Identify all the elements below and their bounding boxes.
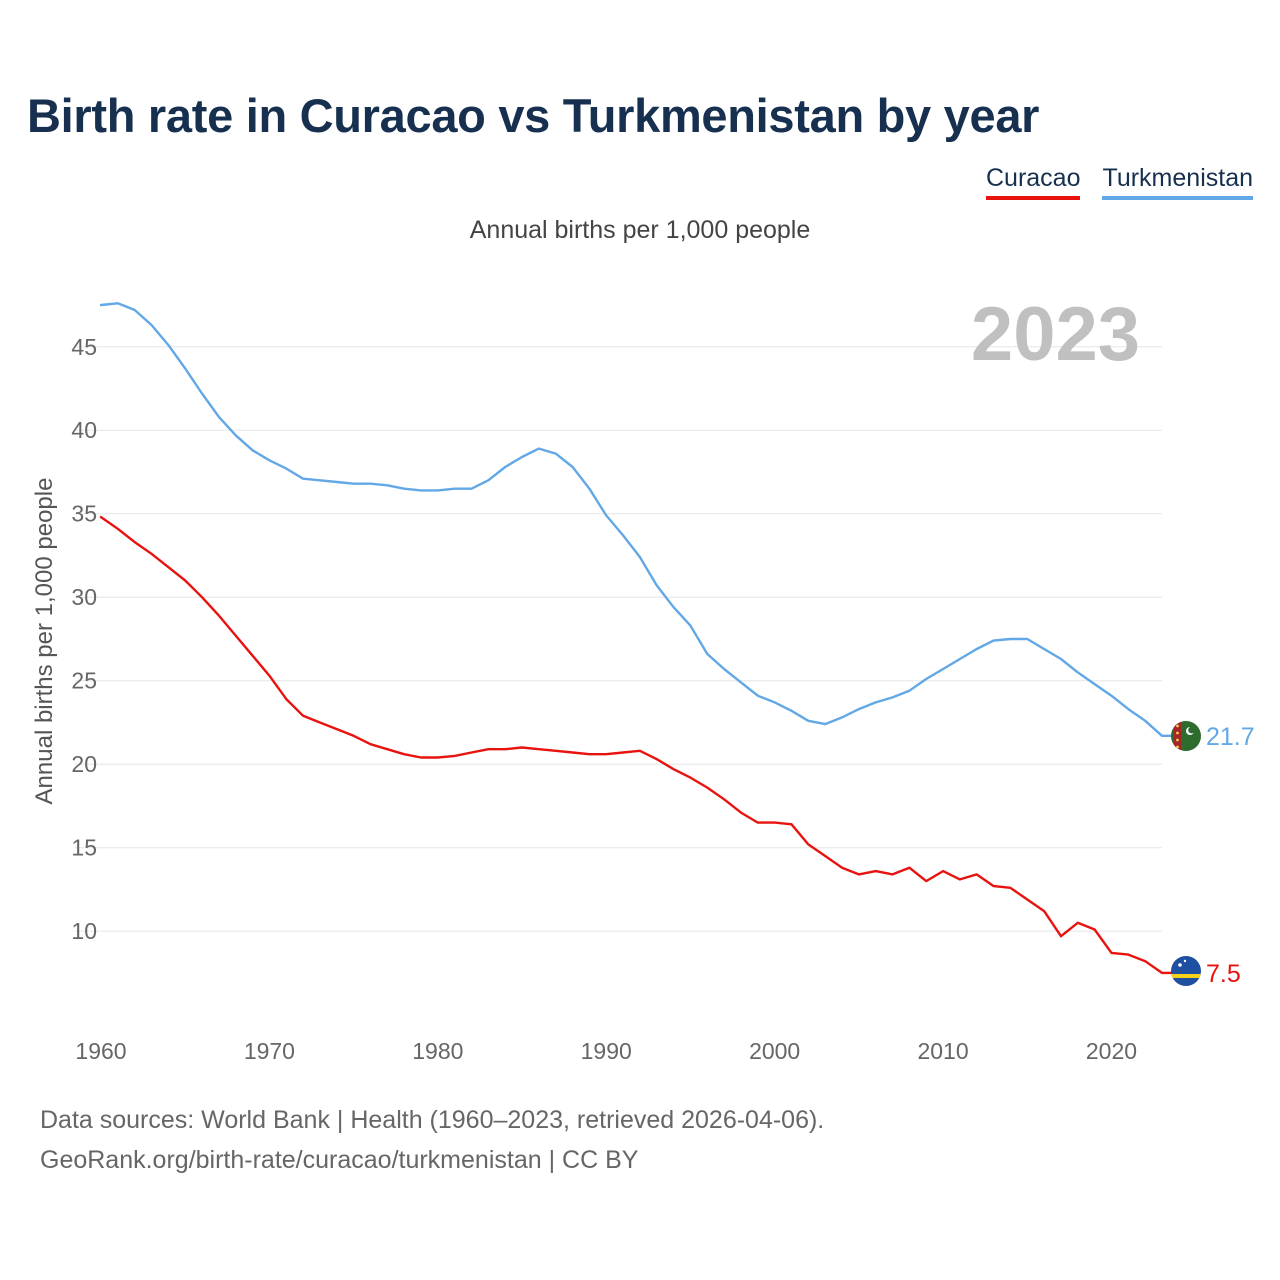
- y-tick-label: 10: [71, 918, 97, 944]
- credit-link[interactable]: GeoRank.org/birth-rate/curacao/turkmenis…: [40, 1146, 639, 1174]
- y-tick-label: 20: [71, 751, 97, 777]
- chart-title: Birth rate in Curacao vs Turkmenistan by…: [27, 89, 1040, 142]
- curacao-flag-icon: [1171, 956, 1201, 986]
- series-line-turkmenistan: [99, 302, 1164, 737]
- legend-item-turkmenistan[interactable]: Turkmenistan: [1102, 164, 1253, 200]
- turkmenistan-flag-icon: [1171, 721, 1201, 751]
- y-tick-label: 30: [71, 584, 97, 610]
- end-value-label-turkmenistan: 21.7: [1206, 723, 1255, 751]
- y-axis-title: Annual births per 1,000 people: [31, 478, 58, 805]
- chart-subtitle: Annual births per 1,000 people: [469, 216, 811, 244]
- legend: Curacao Turkmenistan: [985, 164, 1253, 200]
- y-tick-label: 40: [71, 417, 97, 443]
- x-tick-label: 2010: [917, 1038, 968, 1064]
- data-source-note: Data sources: World Bank | Health (1960–…: [40, 1106, 825, 1134]
- x-tick-label: 1960: [75, 1038, 126, 1064]
- y-tick-label: 35: [71, 501, 97, 527]
- gridlines: [75, 346, 1162, 932]
- x-tick-label: 1980: [412, 1038, 463, 1064]
- series-lines: [99, 302, 1175, 975]
- x-tick-label: 2020: [1086, 1038, 1137, 1064]
- y-tick-label: 25: [71, 668, 97, 694]
- x-tick-label: 1970: [244, 1038, 295, 1064]
- end-value-labels: 7.5 21.7: [1206, 723, 1255, 988]
- y-tick-label: 45: [71, 334, 97, 360]
- current-year-label: 2023: [971, 292, 1140, 377]
- x-tick-label: 1990: [581, 1038, 632, 1064]
- x-tick-label: 2000: [749, 1038, 800, 1064]
- series-line-curacao: [99, 515, 1164, 975]
- legend-item-curacao[interactable]: Curacao: [985, 164, 1081, 200]
- end-value-label-curacao: 7.5: [1206, 960, 1241, 988]
- y-tick-label: 15: [71, 835, 97, 861]
- end-markers: [1171, 721, 1201, 986]
- x-axis-ticks: 1960 1970 1980 1990 2000 2010 2020: [75, 1038, 1137, 1064]
- y-axis-ticks: 10 15 20 25 30 35 40 45: [71, 334, 97, 944]
